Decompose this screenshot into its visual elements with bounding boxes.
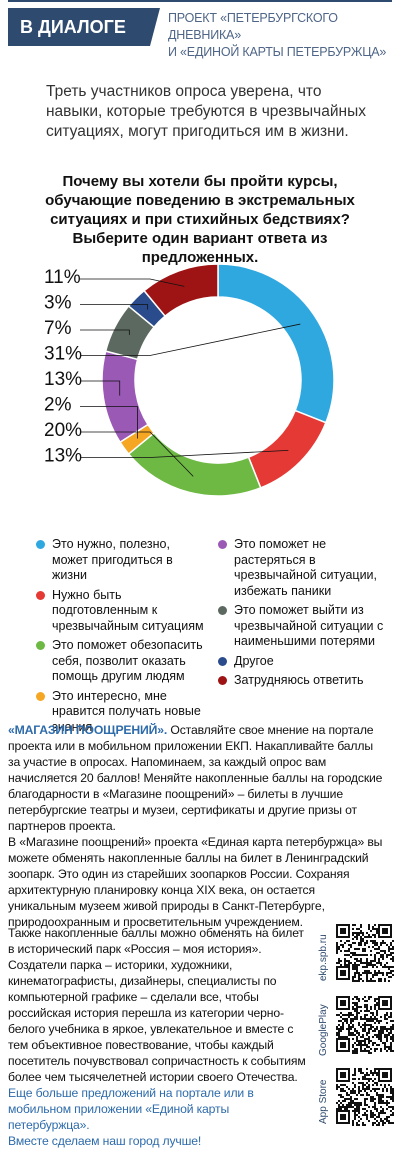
legend-item: Затрудняюсь ответить: [218, 673, 394, 689]
leader-line: [80, 329, 130, 335]
percent-label: 31%: [44, 344, 82, 365]
legend-item: Нужно быть подготовленным к чрезвычайным…: [36, 588, 206, 635]
badge-corner: [150, 8, 160, 46]
donut-slice: [247, 409, 327, 489]
qr-googleplay-label: GooglePlay: [318, 1004, 329, 1056]
percent-label: 13%: [44, 446, 82, 467]
project-title: ПРОЕКТ «ПЕТЕРБУРГСКОГО ДНЕВНИКА» И «ЕДИН…: [168, 10, 400, 61]
legend-dot-icon: [218, 540, 227, 549]
percent-label: 3%: [44, 293, 72, 314]
legend-item: Это поможет не растеряться в чрезвычайно…: [218, 537, 394, 599]
legend-dot-icon: [218, 606, 227, 615]
legend-text: Это нужно, полезно, может пригодиться в …: [52, 537, 173, 582]
leader-line: [80, 406, 138, 439]
legend-dot-icon: [36, 691, 45, 701]
legend-text: Другое: [234, 653, 274, 668]
intro-text: Треть участников опроса уверена, что нав…: [46, 83, 366, 140]
promo-section: «МАГАЗИН ПООЩРЕНИЙ». Оставляйте свое мне…: [8, 722, 384, 930]
legend-text: Это интересно, мне нравится получать нов…: [52, 688, 201, 734]
project-line-2: И «ЕДИНОЙ КАРТЫ ПЕТЕРБУРЖЦА»: [168, 45, 387, 59]
percent-label: 7%: [44, 318, 72, 339]
leader-line: [80, 449, 289, 458]
promo-text-1: Оставляйте свое мнение на портале проект…: [8, 723, 383, 833]
qr-code-icon[interactable]: [336, 996, 394, 1054]
donut-slice: [127, 431, 262, 497]
promo-paragraph-3: Также накопленные баллы можно обменять н…: [8, 926, 306, 1084]
legend-text: Нужно быть подготовленным к чрезвычайным…: [52, 587, 204, 633]
leader-line: [80, 380, 121, 396]
qr-code-icon[interactable]: [336, 1068, 394, 1126]
legend-dot-icon: [36, 590, 45, 600]
leader-line: [80, 304, 149, 310]
legend-dot-icon: [218, 656, 227, 666]
qr-googleplay[interactable]: GooglePlay: [318, 996, 396, 1064]
legend-item: Другое: [218, 654, 394, 670]
legend-text: Затрудняюсь ответить: [234, 673, 364, 687]
header: В ДИАЛОГЕ ПРОЕКТ «ПЕТЕРБУРГСКОГО ДНЕВНИК…: [8, 8, 392, 59]
promo-bottom: Также накопленные баллы можно обменять н…: [8, 925, 306, 1149]
donut-slice: [101, 350, 149, 444]
legend-text: Это поможет выйти из чрезвычайной ситуац…: [234, 603, 384, 648]
chart-title: Почему вы хотели бы пройти курсы, обучаю…: [45, 173, 355, 266]
section-badge: В ДИАЛОГЕ: [8, 8, 150, 46]
qr-code-icon[interactable]: [336, 924, 394, 982]
promo-title: «МАГАЗИН ПООЩРЕНИЙ».: [8, 723, 168, 737]
donut-chart: 11% 3% 7% 31% 13% 2% 20% 13%: [44, 263, 335, 497]
legend-dot-icon: [218, 676, 227, 685]
legend-dot-icon: [36, 641, 45, 650]
legend-item: Это поможет выйти из чрезвычайной ситуац…: [218, 603, 394, 650]
promo-paragraph-4: Еще больше предложений на портале или в …: [8, 1086, 254, 1132]
legend-item: Это поможет обезопасить себя, позволит о…: [36, 638, 206, 685]
legend-text: Это поможет не растеряться в чрезвычайно…: [234, 537, 378, 598]
legend-dot-icon: [36, 540, 45, 549]
percent-label: 13%: [44, 369, 82, 390]
leader-line: [80, 323, 301, 356]
promo-paragraph-2: В «Магазине поощрений» проекта «Единая к…: [8, 835, 383, 929]
qr-appstore-label: App Store: [318, 1079, 329, 1125]
legend-item: Это нужно, полезно, может пригодиться в …: [36, 537, 206, 584]
percent-label: 20%: [44, 420, 82, 441]
percent-label: 2%: [44, 395, 72, 416]
promo-paragraph-5: Вместе сделаем наш город лучше!: [8, 1134, 202, 1148]
qr-appstore[interactable]: App Store: [318, 1068, 396, 1136]
promo-paragraph-1: «МАГАЗИН ПООЩРЕНИЙ». Оставляйте свое мне…: [8, 722, 384, 834]
project-line-1: ПРОЕКТ «ПЕТЕРБУРГСКОГО ДНЕВНИКА»: [168, 11, 338, 42]
leader-line: [80, 431, 194, 477]
donut-slice: [143, 263, 219, 318]
legend-text: Это поможет обезопасить себя, позволит о…: [52, 638, 203, 683]
percent-label: 11%: [44, 267, 81, 288]
top-rule: [8, 0, 392, 2]
leader-line: [80, 278, 185, 287]
qr-site-label: ekp.spb.ru: [318, 934, 329, 982]
donut-slice: [217, 263, 335, 424]
legend-column-2: Это поможет не растеряться в чрезвычайно…: [218, 537, 394, 693]
legend-item: Это интересно, мне нравится получать нов…: [36, 689, 206, 736]
legend-column-1: Это нужно, полезно, может пригодиться в …: [36, 537, 206, 739]
qr-site[interactable]: ekp.spb.ru: [318, 924, 396, 992]
